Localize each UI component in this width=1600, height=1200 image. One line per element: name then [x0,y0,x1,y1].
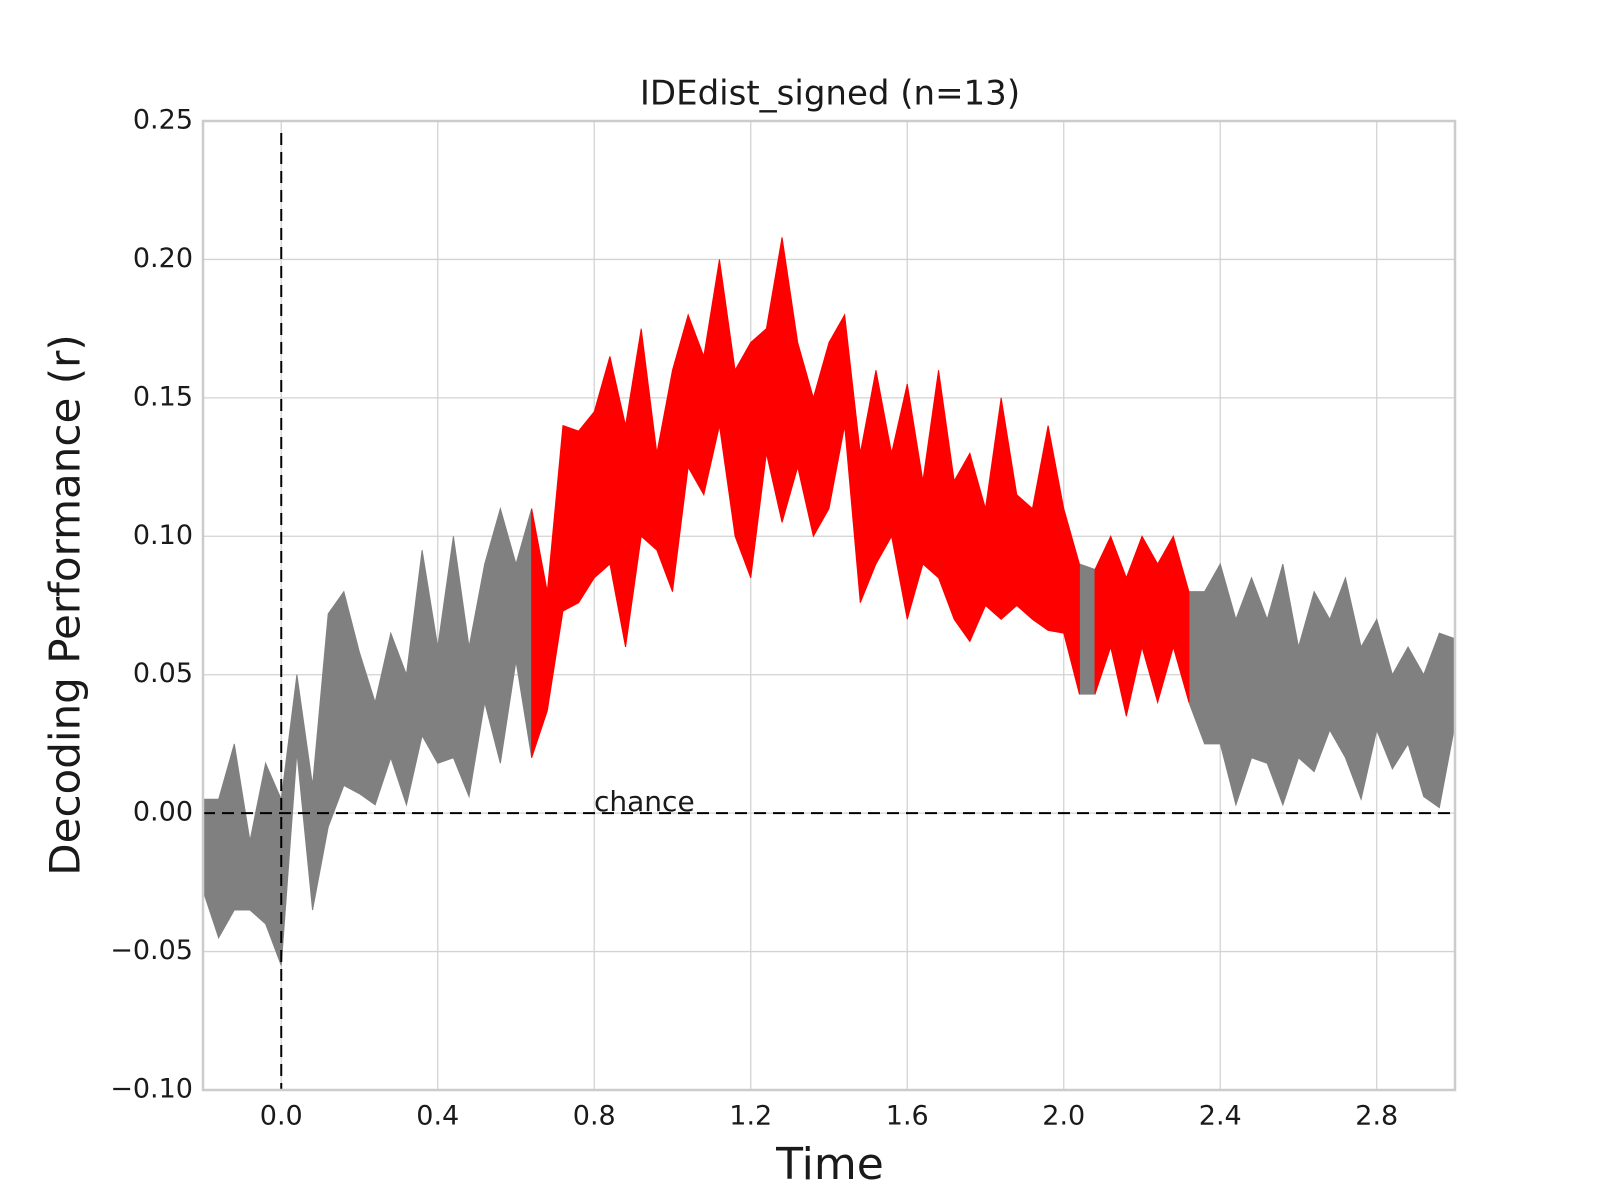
plot-frame [201,119,1457,1092]
y-tick-label: −0.05 [110,935,193,966]
band-area [1094,534,1190,717]
x-tick-label: 0.4 [416,1101,459,1132]
x-tick-label: 2.0 [1042,1101,1085,1132]
x-tick-label: 1.2 [729,1101,772,1132]
x-axis-label: Time [775,1139,884,1190]
y-tick-label: 0.05 [133,658,193,689]
y-tick-label: 0.20 [133,243,193,274]
x-tick-label: 2.8 [1355,1101,1398,1132]
band-area [202,506,533,966]
y-tick-label: −0.10 [110,1074,193,1105]
chart-title: IDEdist_signed (n=13) [640,74,1020,114]
band-area [1188,562,1456,809]
x-tick-label: 2.4 [1199,1101,1242,1132]
y-axis-label: Decoding Performance (r) [41,334,90,875]
y-tick-label: 0.15 [133,381,193,412]
x-tick-label: 1.6 [886,1101,929,1132]
y-tick-label: 0.00 [133,797,193,828]
chance-label: chance [594,785,695,818]
x-tick-label: 0.0 [260,1101,303,1132]
x-tick-label: 0.8 [573,1101,616,1132]
band-area [1078,563,1096,695]
y-tick-label: 0.10 [133,520,193,551]
y-tick-label: 0.25 [133,105,193,136]
band-area [531,237,1080,758]
